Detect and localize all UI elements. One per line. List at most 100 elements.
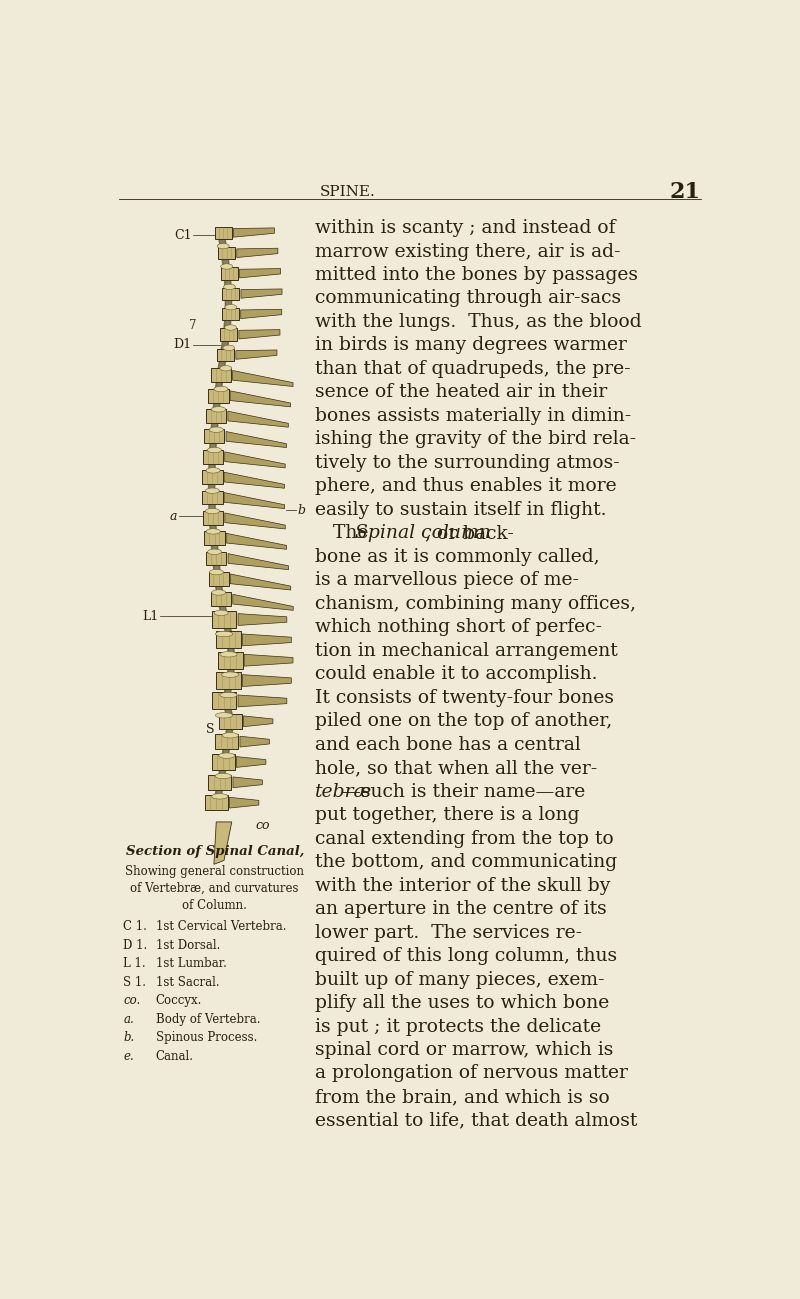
- Text: an aperture in the centre of its: an aperture in the centre of its: [315, 900, 607, 918]
- FancyBboxPatch shape: [212, 755, 235, 770]
- Text: hole, so that when all the ver-: hole, so that when all the ver-: [315, 759, 598, 777]
- FancyBboxPatch shape: [203, 449, 223, 464]
- Polygon shape: [243, 716, 273, 726]
- FancyBboxPatch shape: [216, 631, 241, 648]
- Polygon shape: [242, 674, 291, 686]
- FancyBboxPatch shape: [211, 369, 231, 382]
- FancyBboxPatch shape: [205, 795, 228, 811]
- Ellipse shape: [220, 365, 232, 372]
- Text: C 1.: C 1.: [123, 921, 147, 934]
- FancyBboxPatch shape: [209, 572, 229, 586]
- Ellipse shape: [215, 631, 233, 637]
- Polygon shape: [210, 416, 218, 436]
- Polygon shape: [240, 737, 270, 747]
- FancyBboxPatch shape: [211, 592, 231, 607]
- Text: essential to life, that death almost: essential to life, that death almost: [315, 1112, 638, 1129]
- Polygon shape: [230, 574, 290, 590]
- Ellipse shape: [211, 407, 226, 412]
- Text: 1st Dorsal.: 1st Dorsal.: [156, 939, 220, 952]
- Ellipse shape: [222, 733, 238, 738]
- Text: than that of quadrupeds, the pre-: than that of quadrupeds, the pre-: [315, 360, 631, 378]
- Polygon shape: [226, 534, 286, 549]
- Text: of Column.: of Column.: [182, 899, 247, 912]
- Polygon shape: [223, 314, 231, 335]
- FancyBboxPatch shape: [218, 652, 242, 669]
- Polygon shape: [225, 721, 234, 742]
- Polygon shape: [213, 559, 221, 579]
- Text: Canal.: Canal.: [156, 1050, 194, 1063]
- Polygon shape: [233, 777, 262, 787]
- Polygon shape: [222, 701, 234, 721]
- Text: piled one on the top of another,: piled one on the top of another,: [315, 712, 613, 730]
- Text: spinal cord or marrow, which is: spinal cord or marrow, which is: [315, 1040, 614, 1059]
- Polygon shape: [220, 335, 230, 355]
- Polygon shape: [222, 620, 233, 640]
- Polygon shape: [224, 473, 285, 488]
- Polygon shape: [214, 782, 224, 803]
- Ellipse shape: [218, 243, 229, 249]
- Polygon shape: [225, 513, 286, 529]
- Text: marrow existing there, air is ad-: marrow existing there, air is ad-: [315, 243, 621, 261]
- Text: Spinal column: Spinal column: [354, 525, 490, 542]
- Ellipse shape: [209, 427, 223, 433]
- Polygon shape: [239, 269, 281, 278]
- Text: D1: D1: [174, 338, 191, 351]
- Ellipse shape: [222, 672, 239, 677]
- Ellipse shape: [218, 753, 235, 759]
- Ellipse shape: [221, 264, 233, 269]
- Text: Body of Vertebra.: Body of Vertebra.: [156, 1013, 260, 1026]
- Ellipse shape: [206, 488, 219, 494]
- Polygon shape: [215, 579, 223, 599]
- Text: tion in mechanical arrangement: tion in mechanical arrangement: [315, 642, 618, 660]
- Text: canal extending from the top to: canal extending from the top to: [315, 830, 614, 848]
- Polygon shape: [209, 457, 215, 477]
- Text: easily to sustain itself in flight.: easily to sustain itself in flight.: [315, 501, 607, 518]
- Ellipse shape: [210, 569, 223, 575]
- Text: It consists of twenty-four bones: It consists of twenty-four bones: [315, 688, 614, 707]
- Ellipse shape: [220, 692, 238, 698]
- Ellipse shape: [207, 549, 222, 555]
- Text: sence of the heated air in their: sence of the heated air in their: [315, 383, 608, 401]
- Polygon shape: [222, 253, 230, 274]
- FancyBboxPatch shape: [221, 268, 238, 279]
- Polygon shape: [222, 681, 233, 701]
- Text: the bottom, and communicating: the bottom, and communicating: [315, 853, 618, 872]
- Text: e.: e.: [123, 1050, 134, 1063]
- FancyBboxPatch shape: [218, 349, 234, 361]
- Polygon shape: [233, 595, 294, 611]
- Text: with the interior of the skull by: with the interior of the skull by: [315, 877, 611, 895]
- Text: b: b: [298, 504, 306, 517]
- FancyBboxPatch shape: [222, 308, 239, 321]
- FancyBboxPatch shape: [218, 713, 242, 729]
- Polygon shape: [238, 613, 287, 625]
- FancyBboxPatch shape: [220, 329, 238, 340]
- Polygon shape: [242, 634, 291, 646]
- Text: bones assists materially in dimin-: bones assists materially in dimin-: [315, 407, 632, 425]
- Text: plify all the uses to which bone: plify all the uses to which bone: [315, 994, 610, 1012]
- FancyBboxPatch shape: [208, 774, 231, 790]
- Ellipse shape: [206, 468, 220, 473]
- Text: tebræ: tebræ: [315, 783, 373, 800]
- Polygon shape: [241, 309, 282, 318]
- FancyBboxPatch shape: [215, 734, 238, 750]
- Text: L1: L1: [142, 609, 158, 622]
- Text: built up of many pieces, exem-: built up of many pieces, exem-: [315, 970, 605, 989]
- Text: 7: 7: [190, 318, 197, 331]
- FancyBboxPatch shape: [216, 672, 241, 688]
- Polygon shape: [239, 330, 280, 339]
- Text: —such is their name—are: —such is their name—are: [342, 783, 585, 800]
- Polygon shape: [237, 756, 266, 768]
- Polygon shape: [244, 655, 293, 666]
- FancyBboxPatch shape: [212, 692, 237, 709]
- Text: chanism, combining many offices,: chanism, combining many offices,: [315, 595, 637, 613]
- Ellipse shape: [215, 713, 233, 718]
- Ellipse shape: [214, 611, 228, 616]
- Text: in birds is many degrees warmer: in birds is many degrees warmer: [315, 336, 627, 355]
- Text: 1st Lumbar.: 1st Lumbar.: [156, 957, 226, 970]
- Text: communicating through air-sacs: communicating through air-sacs: [315, 290, 622, 308]
- Polygon shape: [212, 396, 221, 416]
- Polygon shape: [210, 538, 218, 559]
- Polygon shape: [238, 695, 287, 707]
- Text: D 1.: D 1.: [123, 939, 147, 952]
- Text: , or back-: , or back-: [425, 525, 514, 542]
